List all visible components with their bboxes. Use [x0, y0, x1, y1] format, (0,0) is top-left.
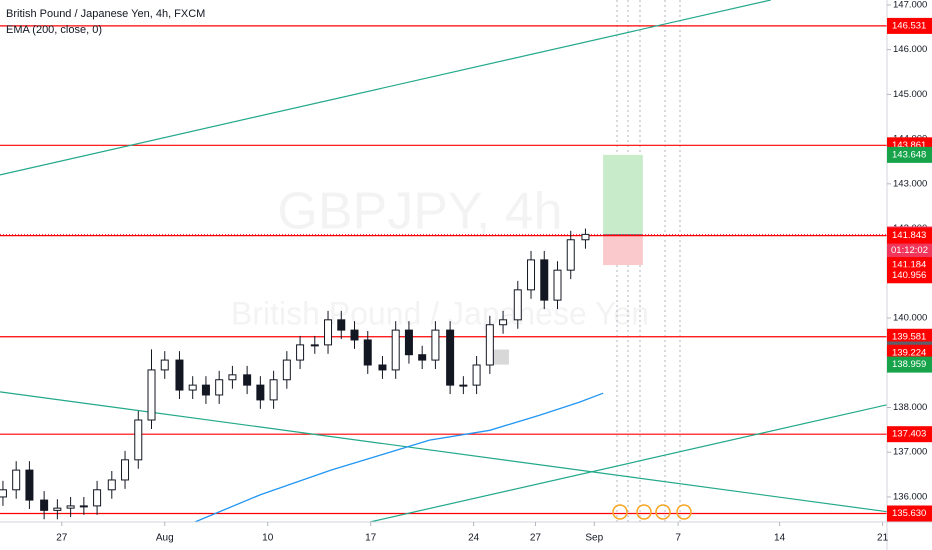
- candle-body: [215, 379, 224, 396]
- candle-body: [66, 505, 75, 509]
- candle-body: [121, 459, 130, 481]
- candle-body: [134, 419, 143, 461]
- price-label-bg: [887, 267, 932, 284]
- y-tick-label: 136.000: [893, 491, 927, 502]
- chart-title: British Pound / Japanese Yen, 4h, FXCM: [6, 8, 205, 20]
- x-tick-label: 17: [365, 533, 377, 544]
- candle-body: [540, 259, 549, 301]
- y-tick-label: 145.000: [893, 89, 927, 100]
- x-tick-label: 24: [468, 533, 480, 544]
- price-label: 137.403: [892, 429, 926, 440]
- price-label: 146.531: [892, 20, 926, 31]
- candle-body: [269, 379, 278, 401]
- price-label: 139.224: [892, 347, 926, 358]
- candle-body: [363, 339, 372, 366]
- candle-body: [513, 289, 522, 321]
- y-tick-label: 140.000: [893, 313, 927, 324]
- price-label-bg: [887, 328, 932, 345]
- candle-body: [459, 384, 468, 387]
- candle-body: [324, 319, 333, 346]
- candle-body: [446, 329, 455, 386]
- price-label: 141.184: [892, 260, 926, 271]
- candle-body: [472, 364, 481, 386]
- plot-area: GBPJPY, 4h British Pound / Japanese Yen: [0, 0, 887, 522]
- price-label: 139.581: [892, 331, 926, 342]
- price-label-bg: [887, 356, 932, 373]
- candle-body: [553, 269, 562, 301]
- watermark: GBPJPY, 4h: [277, 183, 562, 241]
- ema-line: [194, 392, 604, 522]
- x-tick-label: Sep: [585, 533, 603, 544]
- price-label-bg: [887, 505, 932, 522]
- y-tick-label: 137.000: [893, 447, 927, 458]
- price-label: 143.861: [892, 140, 926, 151]
- countdown-bg: [887, 242, 932, 259]
- candle-body: [418, 354, 427, 361]
- candle-body: [53, 507, 62, 511]
- candle-body: [499, 319, 508, 326]
- price-label: 138.959: [892, 359, 926, 370]
- candle-body: [12, 469, 21, 491]
- y-tick-label: 143.000: [893, 178, 927, 189]
- candle-body: [391, 329, 400, 371]
- candle-body: [566, 239, 575, 271]
- candle-body: [160, 359, 169, 371]
- candle-body: [350, 329, 359, 341]
- candle-body: [40, 499, 49, 511]
- candle-body: [228, 374, 237, 381]
- event-icons: [612, 504, 692, 520]
- price-label: 141.843: [892, 230, 926, 241]
- indicator-label: EMA (200, close, 0): [6, 24, 102, 36]
- candle-body: [243, 374, 252, 386]
- candle-body: [201, 384, 210, 396]
- price-label-bg: [887, 17, 932, 34]
- y-tick-label: 138.000: [893, 402, 927, 413]
- trend-line: [369, 404, 887, 522]
- x-tick-label: 27: [56, 533, 68, 544]
- candle-body: [0, 489, 7, 498]
- candle-body: [107, 479, 116, 491]
- candle-body: [485, 324, 494, 366]
- candle-body: [581, 233, 590, 241]
- y-tick-label: 146.000: [893, 44, 927, 55]
- x-tick-label: 14: [774, 533, 786, 544]
- price-label: 135.630: [892, 508, 926, 519]
- countdown: 01:12:02: [891, 245, 928, 256]
- candle-body: [147, 369, 156, 421]
- x-tick-label: Aug: [156, 533, 174, 544]
- x-tick-label: 27: [530, 533, 542, 544]
- candle-body: [527, 259, 536, 291]
- candle-body: [79, 505, 88, 508]
- price-label-bg: [887, 227, 932, 244]
- price-label-bg: [887, 146, 932, 163]
- trend-line: [0, 0, 771, 176]
- x-tick-label: 21: [877, 533, 889, 544]
- candle-body: [431, 329, 440, 361]
- candle-body: [296, 344, 305, 361]
- x-tick-label: 7: [675, 533, 681, 544]
- candle-body: [256, 384, 265, 401]
- price-label: 143.648: [892, 149, 926, 160]
- candle-body: [93, 489, 102, 507]
- candle-body: [378, 364, 387, 371]
- price-label-bg: [887, 426, 932, 443]
- price-label: 140.956: [892, 270, 926, 281]
- watermark: British Pound / Japanese Yen: [231, 295, 649, 331]
- loss-zone: [603, 234, 643, 266]
- candle-body: [175, 359, 184, 391]
- candle-body: [337, 319, 346, 331]
- candle-body: [404, 329, 413, 356]
- profit-zone: [603, 154, 643, 235]
- candle-body: [282, 359, 291, 381]
- candle-body: [188, 384, 197, 391]
- candle-body: [310, 344, 319, 347]
- candle-body: [25, 469, 34, 501]
- y-tick-label: 147.000: [893, 0, 927, 10]
- x-tick-label: 10: [262, 533, 274, 544]
